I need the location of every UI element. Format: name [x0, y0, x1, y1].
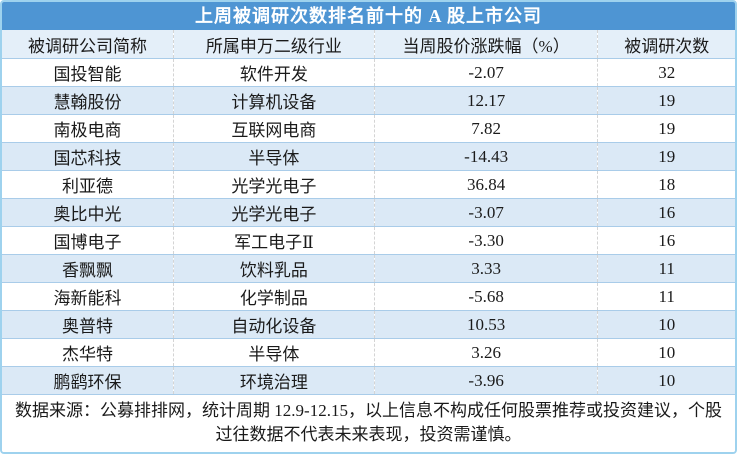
cell-price-change: 7.82 — [373, 114, 598, 143]
cell-company: 南极电商 — [2, 114, 174, 143]
table-row: 国投智能 软件开发 -2.07 32 — [2, 58, 735, 87]
header-row: 被调研公司简称 所属申万二级行业 当周股价涨跌幅（%） 被调研次数 — [2, 30, 735, 59]
cell-visit-count: 11 — [597, 254, 735, 283]
col-header-company: 被调研公司简称 — [2, 30, 174, 59]
cell-price-change: 3.33 — [373, 254, 598, 283]
table-row: 奥比中光 光学光电子 -3.07 16 — [2, 198, 735, 227]
cell-company: 国博电子 — [2, 226, 174, 255]
cell-industry: 化学制品 — [173, 282, 375, 311]
cell-visit-count: 11 — [597, 282, 735, 311]
cell-price-change: -3.07 — [373, 198, 598, 227]
cell-company: 杰华特 — [2, 338, 174, 367]
cell-industry: 软件开发 — [173, 58, 375, 87]
table-title: 上周被调研次数排名前十的 A 股上市公司 — [2, 2, 735, 30]
cell-price-change: -5.68 — [373, 282, 598, 311]
cell-industry: 环境治理 — [173, 366, 375, 395]
cell-visit-count: 16 — [597, 198, 735, 227]
cell-industry: 光学光电子 — [173, 170, 375, 199]
cell-visit-count: 19 — [597, 142, 735, 171]
cell-price-change: 10.53 — [373, 310, 598, 339]
table-body: 国投智能 软件开发 -2.07 32 慧翰股份 计算机设备 12.17 19 南极电商 互联网电商… — [2, 58, 735, 395]
cell-price-change: 3.26 — [373, 338, 598, 367]
table-row: 奥普特 自动化设备 10.53 10 — [2, 310, 735, 339]
table-row: 鹏鹞环保 环境治理 -3.96 10 — [2, 366, 735, 395]
table-row: 利亚德 光学光电子 36.84 18 — [2, 170, 735, 199]
cell-visit-count: 32 — [597, 58, 735, 87]
table-row: 国芯科技 半导体 -14.43 19 — [2, 142, 735, 171]
cell-industry: 自动化设备 — [173, 310, 375, 339]
cell-visit-count: 19 — [597, 114, 735, 143]
table-row: 国博电子 军工电子Ⅱ -3.30 16 — [2, 226, 735, 255]
cell-visit-count: 10 — [597, 338, 735, 367]
cell-company: 海新能科 — [2, 282, 174, 311]
table-row: 杰华特 半导体 3.26 10 — [2, 338, 735, 367]
cell-industry: 半导体 — [173, 338, 375, 367]
data-source-note: 数据来源：公募排排网，统计周期 12.9-12.15，以上信息不构成任何股票推荐… — [2, 395, 735, 452]
cell-industry: 饮料乳品 — [173, 254, 375, 283]
cell-industry: 互联网电商 — [173, 114, 375, 143]
cell-industry: 计算机设备 — [173, 86, 375, 115]
cell-company: 奥比中光 — [2, 198, 174, 227]
cell-visit-count: 18 — [597, 170, 735, 199]
cell-visit-count: 16 — [597, 226, 735, 255]
table-row: 海新能科 化学制品 -5.68 11 — [2, 282, 735, 311]
cell-company: 香飘飘 — [2, 254, 174, 283]
col-header-industry: 所属申万二级行业 — [173, 30, 375, 59]
col-header-visit-count: 被调研次数 — [597, 30, 735, 59]
cell-company: 国芯科技 — [2, 142, 174, 171]
table-row: 南极电商 互联网电商 7.82 19 — [2, 114, 735, 143]
cell-industry: 光学光电子 — [173, 198, 375, 227]
cell-price-change: -3.30 — [373, 226, 598, 255]
cell-company: 国投智能 — [2, 58, 174, 87]
cell-price-change: -2.07 — [373, 58, 598, 87]
table-row: 香飘飘 饮料乳品 3.33 11 — [2, 254, 735, 283]
col-header-price-change: 当周股价涨跌幅（%） — [373, 30, 598, 59]
cell-industry: 半导体 — [173, 142, 375, 171]
table-row: 慧翰股份 计算机设备 12.17 19 — [2, 86, 735, 115]
research-table: 被调研公司简称 所属申万二级行业 当周股价涨跌幅（%） 被调研次数 国投智能 软件… — [2, 30, 735, 395]
cell-company: 鹏鹞环保 — [2, 366, 174, 395]
cell-price-change: 36.84 — [373, 170, 598, 199]
cell-visit-count: 19 — [597, 86, 735, 115]
cell-company: 奥普特 — [2, 310, 174, 339]
cell-price-change: -3.96 — [373, 366, 598, 395]
cell-price-change: 12.17 — [373, 86, 598, 115]
cell-visit-count: 10 — [597, 366, 735, 395]
cell-industry: 军工电子Ⅱ — [173, 226, 375, 255]
cell-price-change: -14.43 — [373, 142, 598, 171]
cell-visit-count: 10 — [597, 310, 735, 339]
cell-company: 利亚德 — [2, 170, 174, 199]
cell-company: 慧翰股份 — [2, 86, 174, 115]
